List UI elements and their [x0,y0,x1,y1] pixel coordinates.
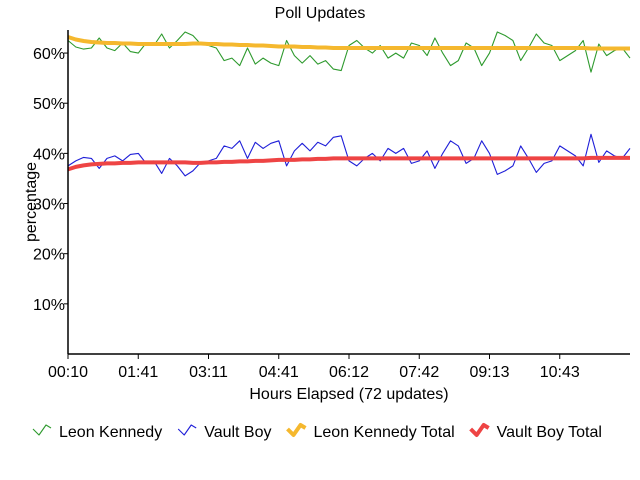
legend-swatch-leon-kennedy-total [286,423,307,437]
legend-swatch-leon-kennedy [32,424,52,436]
legend: Leon Kennedy Vault Boy Leon Kennedy Total V… [32,423,602,441]
legend-label-leon-kennedy: Leon Kennedy [59,424,162,441]
legend-swatch-vault-boy [177,424,197,436]
plot-area [67,31,631,177]
x-tick-label: 04:41 [259,364,299,381]
legend-label-vault-boy-total: Vault Boy Total [497,424,602,441]
x-tick-label: 01:41 [118,364,158,381]
y-axis-label: percentage [23,162,40,242]
x-tick-label: 06:12 [329,364,369,381]
x-tick-label: 00:10 [48,364,88,381]
series-line-vault-boy [67,133,631,177]
series-line-leon-kennedy [67,31,631,73]
x-tick-label: 03:11 [189,364,228,381]
series-line-leon-kennedy-total [67,35,630,51]
x-tick-label: 07:42 [399,364,439,381]
y-tick-label: 40% [33,146,65,163]
x-tick-label: 10:43 [540,364,580,381]
x-tick-label: 09:13 [469,364,509,381]
legend-label-vault-boy: Vault Boy [204,424,271,441]
x-axis-label: Hours Elapsed (72 updates) [249,386,448,403]
y-axis-ticks: 10% 20% 30% 40% 50% 60% [33,46,68,314]
y-tick-label: 30% [33,197,65,214]
legend-swatch-vault-boy-total [469,423,490,437]
x-axis-ticks: 00:10 01:41 03:11 04:41 06:12 07:42 09:13 10:43 [48,354,580,381]
y-tick-label: 20% [33,247,65,264]
y-tick-label: 60% [33,46,65,63]
series-line-vault-boy-total [67,155,630,172]
y-tick-label: 50% [33,96,65,113]
legend-label-leon-kennedy-total: Leon Kennedy Total [314,424,455,441]
y-tick-label: 10% [33,297,65,314]
chart-title: Poll Updates [275,5,366,22]
